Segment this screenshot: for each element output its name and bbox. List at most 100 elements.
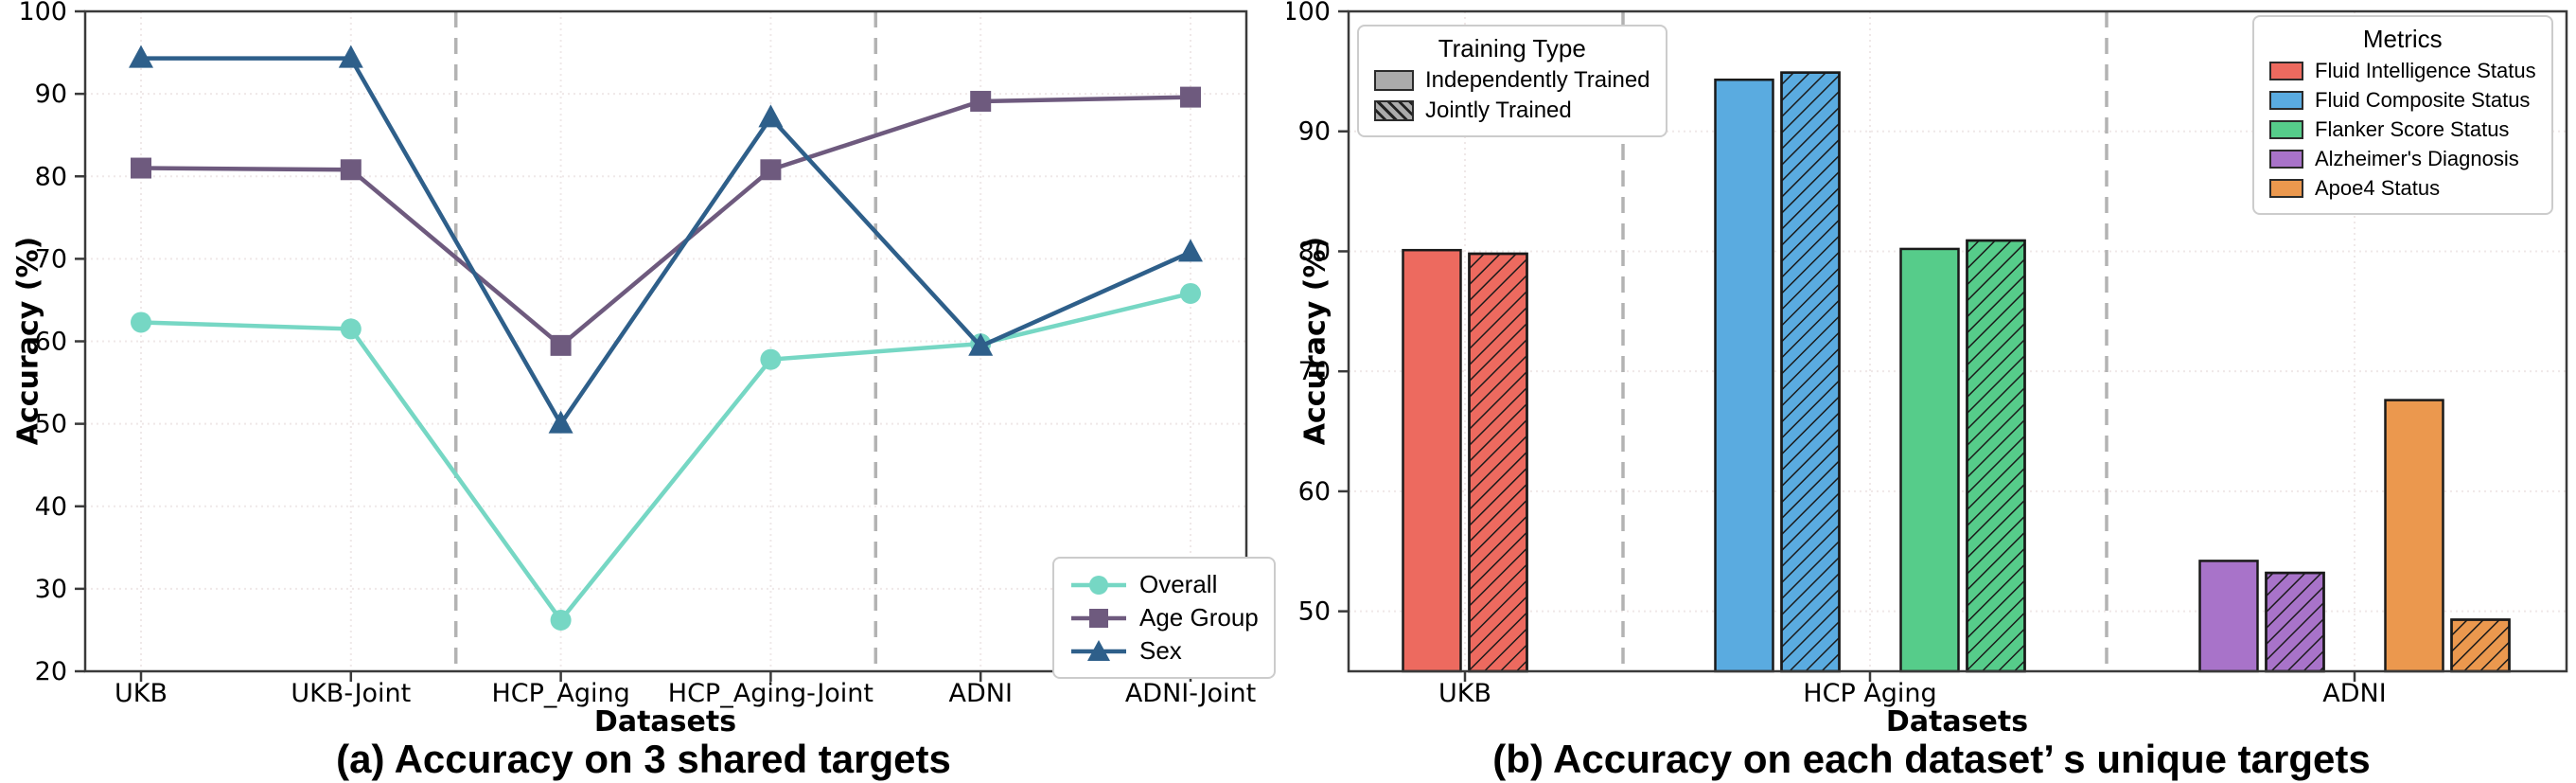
legend-item-label: Fluid Composite Status [2315,88,2531,112]
legend-item-fluid-intelligence-status: Fluid Intelligence Status [2269,59,2536,83]
square-marker [340,159,362,181]
legend-item-apoe4-status: Apoe4 Status [2269,176,2536,201]
legend-training-type-title: Training Type [1438,34,1586,62]
color-swatch-icon [2269,150,2303,169]
legend-item-label: Apoe4 Status [2315,176,2441,200]
bar [2198,560,2259,673]
legend-item-label: Fluid Intelligence Status [2315,59,2536,82]
triangle-marker [129,44,153,68]
triangle-marker [338,44,363,68]
legend-item-label: Overall [1139,570,1218,598]
legend-training-type-rows: Independently Trained Jointly Trained [1374,67,1650,124]
bar [1714,78,1774,673]
y-tick-label: 70 [1298,357,1331,386]
triangle-marker [548,410,573,434]
legend-item-label: Jointly Trained [1425,98,1572,123]
line-chart-svg: 20 30 40 50 60 70 80 90 100 UKB UKB-Joint HCP_Aging… [18,0,1256,708]
chart-a-title: (a) Accuracy on 3 shared targets [336,737,951,781]
legend-item-flanker-score-status: Flanker Score Status [2269,117,2536,142]
y-tick-label: 80 [35,162,67,191]
bar-hatch-overlay [1966,239,2026,673]
legend-triangle-marker [1087,639,1110,661]
circle-marker [131,311,151,333]
square-marker [970,90,992,112]
square-marker [131,157,151,179]
y-tick-label: 70 [35,244,67,274]
y-tick-label: 50 [35,410,67,439]
color-swatch-icon [2269,91,2303,110]
y-tick-label: 100 [18,0,67,27]
square-marker [1180,86,1201,108]
hatched-swatch-icon [1374,100,1414,121]
legend-item-label: Flanker Score Status [2315,117,2510,141]
chart-a-y-axis-label: Accuracy (%) [11,236,45,446]
circle-marker [340,318,362,340]
series-line-age-group [140,95,1191,348]
x-tick-label: UKB [1438,679,1491,708]
legend-item-overall: Overall [1069,570,1259,599]
y-tick-label: 80 [1298,237,1331,266]
solid-swatch-icon [1374,70,1414,91]
y-tick-label: 60 [1298,477,1331,507]
chart-a-x-axis-label: Datasets [593,705,737,739]
color-swatch-icon [2269,62,2303,80]
circle-marker [1180,282,1201,304]
legend-metrics-rows: Fluid Intelligence Status Fluid Composite… [2269,59,2536,201]
legend-item-label: Sex [1139,636,1182,665]
chart-b-title: (b) Accuracy on each dataset’ s unique t… [1492,737,2371,781]
series-line-overall [140,291,1191,624]
legend-item-sex: Sex [1069,636,1259,666]
bar-hatch-overlay [2450,618,2511,673]
y-tick-label: 30 [35,575,67,604]
legend-item-fluid-composite-status: Fluid Composite Status [2269,88,2536,113]
triangle-marker [758,104,784,128]
x-tick-label: ADNI [2322,679,2386,708]
x-tick-label: ADNI-Joint [1125,679,1256,708]
y-tick-label: 50 [1298,597,1331,627]
legend-item-independently-trained: Independently Trained [1374,67,1650,94]
bar [1402,248,1462,673]
y-tick-label: 90 [35,80,67,109]
legend-training-type: Training Type Independently Trained Joint… [1357,25,1667,137]
legend-item-age-group: Age Group [1069,603,1259,632]
circle-marker-icon [1071,575,1126,595]
bar-chart-svg: 50 60 70 80 90 100 UKB HCP Aging ADNI [1287,0,2568,708]
legend-item-label: Alzheimer's Diagnosis [2315,147,2519,170]
legend-item-label: Age Group [1139,603,1259,632]
x-tick-label: UKB-Joint [291,679,411,708]
y-tick-label: 40 [35,492,67,522]
x-tick-label: UKB [115,679,168,708]
legend-metrics-title: Metrics [2362,25,2443,53]
bar-hatch-overlay [1780,71,1841,673]
x-tick-label: HCP Aging [1803,679,1936,708]
color-swatch-icon [2269,179,2303,198]
bar [2384,399,2444,673]
x-tick-label: ADNI [948,679,1012,708]
circle-marker [550,609,572,631]
x-tick-label: HCP_Aging [491,679,629,708]
chart-b-x-axis-label: Datasets [1885,705,2029,739]
y-tick-label: 60 [35,328,67,357]
square-marker-icon [1071,608,1126,628]
bar-hatch-overlay [1468,252,1528,673]
circle-marker [760,348,782,370]
color-swatch-icon [2269,120,2303,139]
chart-b-y-axis-label: Accuracy (%) [1298,236,1332,446]
legend-shared-targets: Overall Age Group Sex [1052,557,1276,679]
triangle-marker [1178,239,1203,262]
legend-square-marker [1089,608,1108,628]
bar [1899,247,1960,673]
triangle-marker-icon [1071,639,1126,661]
legend-metrics: Metrics Fluid Intelligence Status Fluid C… [2252,15,2553,215]
y-tick-label: 20 [35,657,67,686]
triangle-marker [968,332,994,356]
legend-circle-marker [1089,575,1108,595]
legend-item-label: Independently Trained [1425,67,1650,93]
y-tick-label: 100 [1287,0,1331,27]
legend-item-jointly-trained: Jointly Trained [1374,98,1650,124]
plot-border [1347,9,2568,673]
series-line-sex [141,56,1191,428]
square-marker [760,159,782,181]
y-tick-label: 90 [1298,117,1331,147]
